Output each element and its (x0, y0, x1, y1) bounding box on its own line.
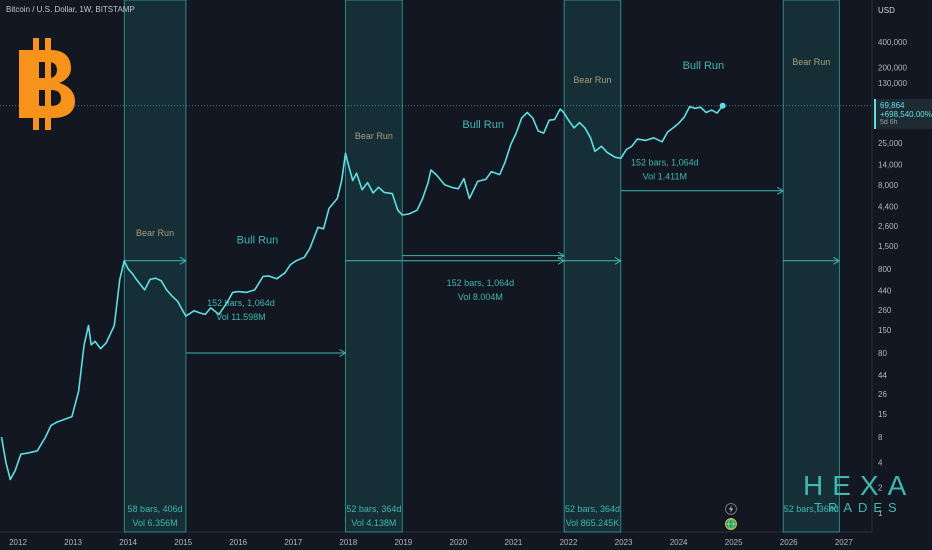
y-tick-label: 800 (878, 265, 892, 274)
bear-zone (563, 0, 622, 533)
measure-bars-label: 152 bars, 1,064d (447, 278, 515, 288)
measure-vol-label: Vol 1.411M (643, 172, 687, 182)
range-arrow-head (179, 256, 187, 265)
y-tick-label: 150 (878, 326, 892, 335)
brand-hexa: HEXA (803, 470, 916, 501)
y-tick-label: 2,600 (878, 222, 899, 231)
y-tick-label: 1 (878, 509, 883, 518)
y-tick-label: 26 (878, 390, 887, 399)
x-tick-label: 2027 (835, 538, 853, 547)
x-tick-label: 2026 (780, 538, 798, 547)
last-price-dot (719, 102, 726, 109)
bull-run-label: Bull Run (237, 235, 279, 247)
y-tick-label: 4,400 (878, 203, 899, 212)
y-tick-label: 4 (878, 458, 883, 467)
price-series-line (0, 105, 724, 481)
y-tick-label: 14,000 (878, 160, 903, 169)
bear-run-label: Bear Run (573, 75, 611, 85)
y-tick-label: 400,000 (878, 38, 907, 47)
bear-run-label: Bear Run (792, 57, 830, 67)
y-tick-label: 8 (878, 433, 883, 442)
y-tick-label: 130,000 (878, 79, 907, 88)
symbol-header: Bitcoin / U.S. Dollar, 1W, BITSTAMP (6, 5, 135, 14)
x-tick-label: 2016 (229, 538, 247, 547)
x-tick-label: 2025 (725, 538, 743, 547)
y-tick-label: 260 (878, 306, 892, 315)
measure-arrow-head (339, 349, 346, 357)
zone-bars-label: 52 bars, 364d (784, 504, 839, 514)
bar-countdown: 5d 6h (880, 119, 898, 126)
last-price: 69,864 (880, 101, 905, 110)
x-tick-label: 2018 (339, 538, 357, 547)
currency-label[interactable]: USD (878, 6, 895, 15)
last-price-tag: 69,864 +698,540.00% 5d 6h (874, 99, 932, 129)
zone-bars-label: 58 bars, 406d (128, 504, 183, 514)
x-tick-label: 2017 (284, 538, 302, 547)
bull-run-label: Bull Run (683, 60, 725, 72)
zone-vol-label: Vol 6.356M (133, 518, 178, 528)
x-tick-label: 2019 (394, 538, 412, 547)
x-tick-label: 2022 (560, 538, 578, 547)
measure-bars-label: 152 bars, 1,064d (631, 158, 699, 168)
measure-vol-label: Vol 8.004M (458, 292, 503, 302)
y-tick-label: 44 (878, 371, 887, 380)
x-tick-label: 2023 (615, 538, 633, 547)
measure-arrow-head (557, 251, 565, 260)
range-arrow-head (614, 256, 622, 265)
x-tick-label: 2014 (119, 538, 137, 547)
range-arrow-head (833, 256, 840, 265)
bear-run-label: Bear Run (136, 228, 174, 238)
zone-vol-label: Vol 4.138M (351, 518, 396, 528)
brand-trades: TRADES (814, 500, 903, 515)
bear-run-label: Bear Run (355, 131, 393, 141)
price-scale-panel[interactable] (872, 0, 932, 550)
bitcoin-logo-icon (19, 38, 75, 130)
x-tick-label: 2015 (174, 538, 192, 547)
y-tick-label: 2 (878, 484, 883, 493)
x-tick-label: 2021 (505, 538, 523, 547)
y-tick-label: 1,500 (878, 242, 899, 251)
x-tick-label: 2013 (64, 538, 82, 547)
price-change: +698,540.00% (880, 110, 932, 119)
y-tick-label: 80 (878, 349, 887, 358)
measure-arrow-head (776, 186, 784, 195)
x-tick-label: 2012 (9, 538, 27, 547)
bear-zone (123, 0, 187, 533)
measure-bars-label: 152 bars, 1,064d (207, 298, 275, 308)
zone-vol-label: Vol 865.245K (566, 518, 620, 528)
y-tick-label: 440 (878, 287, 892, 296)
y-tick-label: 25,000 (878, 139, 903, 148)
zone-bars-label: 52 bars, 364d (565, 504, 620, 514)
y-tick-label: 15 (878, 410, 887, 419)
bull-run-label: Bull Run (462, 119, 504, 131)
measure-vol-label: Vol 11.598M (216, 312, 265, 322)
range-arrow-head (557, 256, 565, 265)
lightning-icon[interactable] (725, 503, 737, 515)
globe-icon[interactable] (725, 518, 737, 530)
x-tick-label: 2020 (450, 538, 468, 547)
y-tick-label: 8,000 (878, 181, 899, 190)
x-tick-label: 2024 (670, 538, 688, 547)
zone-bars-label: 52 bars, 364d (346, 504, 401, 514)
bear-zone (782, 0, 840, 533)
bear-zone (345, 0, 403, 533)
y-tick-label: 200,000 (878, 63, 907, 72)
